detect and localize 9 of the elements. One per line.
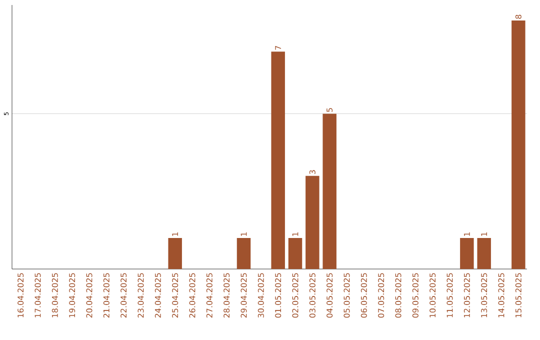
bar xyxy=(271,52,285,269)
bar xyxy=(168,238,182,269)
bar xyxy=(306,176,320,269)
bar xyxy=(236,238,251,269)
bar xyxy=(460,238,474,269)
bar xyxy=(477,238,491,269)
bar xyxy=(512,20,526,269)
bar xyxy=(288,238,302,269)
bar xyxy=(322,114,336,269)
